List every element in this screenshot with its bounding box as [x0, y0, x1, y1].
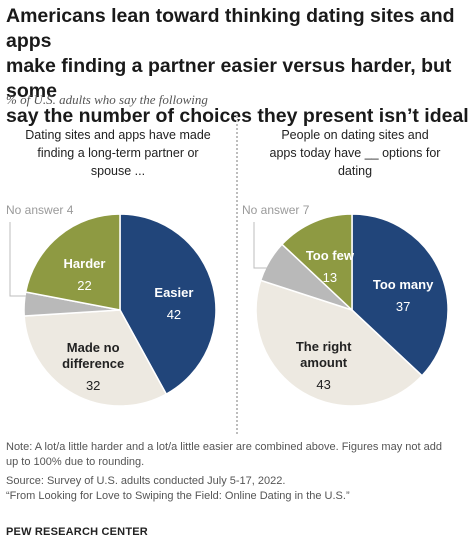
panel-divider — [236, 116, 238, 434]
note-line-1: Note: A lot/a little harder and a lot/a … — [6, 441, 442, 453]
pie-2-slice-2-label: The right — [296, 339, 352, 354]
pie-1-slice-4-label: Harder — [64, 256, 106, 271]
pie-1-slice-1-label: Easier — [154, 285, 193, 300]
pie-2-slice-2-value: 43 — [316, 377, 330, 392]
right-title-line-1: People on dating sites and — [281, 128, 429, 142]
note-line-2: up to 100% due to rounding. — [6, 456, 145, 468]
pie-1-slice-2-label: difference — [62, 356, 124, 371]
pie-2-slice-2-label: amount — [300, 355, 348, 370]
pie-1-slice-4 — [24, 213, 121, 311]
left-panel-title: Dating sites and apps have made finding … — [0, 126, 236, 180]
pie-1-no-answer-leader — [9, 222, 26, 297]
pie-1-slice-4-value: 22 — [77, 278, 91, 293]
pie-2-slice-1-label: Too many — [373, 277, 434, 292]
right-title-line-3: dating — [337, 164, 373, 178]
headline-line-1: Americans lean toward thinking dating si… — [6, 5, 455, 52]
left-title-line-3: spouse ... — [90, 164, 146, 178]
pie-2-no-answer-label: No answer 7 — [242, 203, 310, 217]
right-panel-title: People on dating sites and apps today ha… — [240, 126, 470, 180]
pie-1-slice-1 — [119, 213, 217, 396]
pie-1-slice-2-value: 32 — [86, 378, 100, 393]
headline-line-2: make finding a partner easier versus har… — [6, 55, 452, 102]
pie-2-slice-4-value: 13 — [323, 270, 337, 285]
pie-2-slice-1-value: 37 — [396, 299, 410, 314]
pie-2-slice-4 — [280, 213, 353, 312]
pie-2-slice-1 — [351, 213, 449, 377]
footer-source: Source: Survey of U.S. adults conducted … — [6, 475, 286, 487]
pie-1-slice-2 — [23, 309, 168, 407]
pie-2-slice-4-label: Too few — [306, 248, 355, 263]
org-credit: PEW RESEARCH CENTER — [6, 526, 148, 538]
left-title-line-2: finding a long-term partner or — [37, 146, 199, 160]
pie-1-slice-2-label: Made no — [67, 340, 120, 355]
pie-2-no-answer-leader — [253, 222, 270, 269]
footer-note: Note: A lot/a little harder and a lot/a … — [6, 440, 442, 470]
pie-1-no-answer-label: No answer 4 — [6, 203, 74, 217]
footer-report: “From Looking for Love to Swiping the Fi… — [6, 490, 350, 502]
left-title-line-1: Dating sites and apps have made — [25, 128, 211, 142]
pie-1-slice-1-value: 42 — [167, 307, 181, 322]
right-title-line-2: apps today have __ options for — [269, 146, 441, 160]
chart-subtitle: % of U.S. adults who say the following — [6, 92, 208, 107]
pie-2-slice-2 — [255, 279, 424, 407]
chart-headline: Americans lean toward thinking dating si… — [6, 4, 470, 129]
